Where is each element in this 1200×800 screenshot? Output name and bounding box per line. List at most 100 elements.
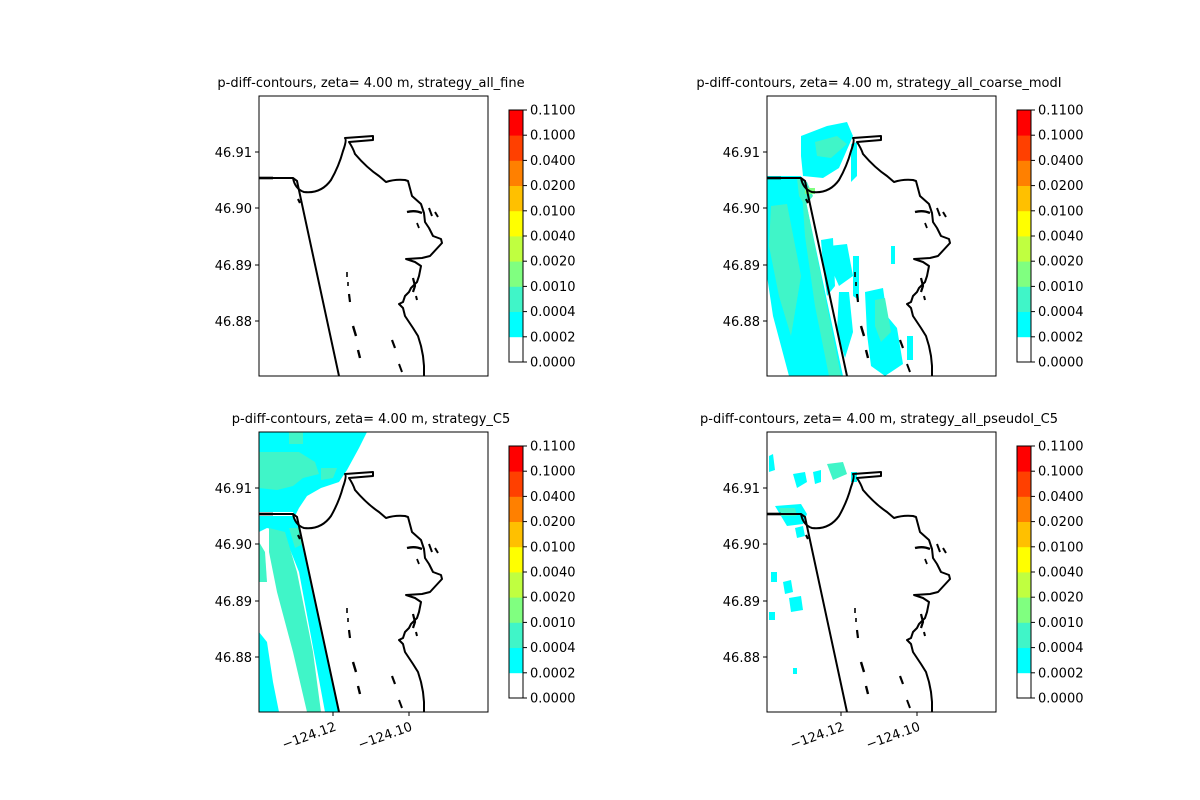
colorbar-segment [509, 110, 523, 136]
colorbar-tick-label: 0.0100 [1038, 540, 1084, 555]
colorbar-tick-label: 0.0400 [1038, 490, 1084, 505]
colorbar-segment [509, 160, 523, 186]
y-tick-label: 46.91 [723, 146, 760, 161]
subplot-title-3: p-diff-contours, zeta= 4.00 m, strategy_… [232, 412, 510, 427]
colorbar-tick-label: 0.1000 [1038, 465, 1084, 480]
colorbar-tick-label: 0.0200 [530, 179, 576, 194]
colorbar-tick-label: 0.0000 [530, 356, 576, 371]
x-tick-group-3: −124.12 −124.10 [280, 712, 414, 753]
y-tick-label: 46.90 [215, 538, 252, 553]
colorbar-segment [1017, 446, 1031, 472]
colorbar-segment [1017, 622, 1031, 648]
colorbar-segment [1017, 496, 1031, 522]
colorbar-segment [1017, 546, 1031, 573]
colorbar-segment [1017, 110, 1031, 136]
colorbar-tick-label: 0.0000 [1038, 692, 1084, 707]
y-tick-label: 46.89 [723, 595, 760, 610]
colorbar-segment [1017, 286, 1031, 312]
subplot-2: p-diff-contours, zeta= 4.00 m, strategy_… [696, 76, 1062, 378]
colorbar-tick-label: 0.0010 [530, 280, 576, 295]
plot-frame-3 [258, 431, 489, 713]
x-tick-label: −124.12 [788, 720, 846, 753]
coastline-1 [257, 134, 444, 378]
colorbar-tick-label: 0.0200 [1038, 515, 1084, 530]
colorbar-segment [1017, 135, 1031, 161]
colorbar-segment [509, 521, 523, 548]
colorbar-tick-label: 0.0200 [1038, 179, 1084, 194]
plot-frame-1 [258, 95, 489, 377]
colorbar-segment [1017, 185, 1031, 212]
y-tick-label: 46.89 [215, 595, 252, 610]
colorbar-segment [1017, 210, 1031, 237]
colorbar-tick-label: 0.1100 [530, 440, 576, 455]
subplot-1: p-diff-contours, zeta= 4.00 m, strategy_… [215, 76, 525, 378]
colorbar-tick-label: 0.0100 [530, 540, 576, 555]
colorbar-tick-label: 0.1000 [530, 465, 576, 480]
colorbar-segment [509, 210, 523, 237]
subplot-title-2: p-diff-contours, zeta= 4.00 m, strategy_… [696, 76, 1061, 91]
plot-frame-2 [766, 95, 997, 377]
colorbar-segment [1017, 471, 1031, 497]
y-tick-label: 46.91 [215, 146, 252, 161]
colorbar-segment [509, 135, 523, 161]
contour-fill-3 [259, 432, 367, 712]
colorbar-tick-label: 0.1100 [1038, 440, 1084, 455]
colorbar-segment [509, 286, 523, 312]
colorbar-segment [509, 471, 523, 497]
colorbar-segment [509, 446, 523, 472]
y-tick-label: 46.88 [215, 315, 252, 330]
colorbar-segment [1017, 672, 1031, 699]
colorbar-tick-label: 0.0020 [530, 255, 576, 270]
colorbar-tick-label: 0.0200 [530, 515, 576, 530]
colorbar-segment [509, 622, 523, 648]
colorbar-segment [1017, 160, 1031, 186]
colorbar-tick-label: 0.0040 [530, 230, 576, 245]
subplot-4: p-diff-contours, zeta= 4.00 m, strategy_… [700, 412, 1058, 753]
colorbar-segment [1017, 521, 1031, 548]
colorbar-tick-label: 0.0040 [1038, 566, 1084, 581]
colorbar-segment [1017, 261, 1031, 287]
colorbar-4: 0.0000 0.0002 0.0004 0.0010 0.0020 0.0040 0.01… [1016, 440, 1084, 707]
colorbar-tick-label: 0.1000 [1038, 129, 1084, 144]
colorbar-tick-label: 0.0002 [530, 666, 576, 681]
y-tick-group-2: 46.91 46.90 46.89 46.88 [723, 146, 767, 330]
colorbar-1: 0.0000 0.0002 0.0004 0.0010 0.0020 0.0040 0.01… [508, 104, 576, 371]
colorbar-tick-label: 0.0100 [1038, 204, 1084, 219]
colorbar-segment [1017, 572, 1031, 598]
colorbar-tick-label: 0.0040 [1038, 230, 1084, 245]
contour-fill-2 [767, 122, 913, 376]
colorbar-segment [1017, 597, 1031, 623]
colorbar-tick-label: 0.0020 [1038, 591, 1084, 606]
colorbar-segment [509, 647, 523, 674]
x-tick-label: −124.10 [356, 720, 414, 753]
colorbar-segment [1017, 236, 1031, 262]
x-tick-label: −124.10 [864, 720, 922, 753]
y-tick-group-1: 46.91 46.90 46.89 46.88 [215, 146, 259, 330]
y-tick-label: 46.88 [723, 651, 760, 666]
colorbar-tick-label: 0.1000 [530, 129, 576, 144]
x-tick-group-4: −124.12 −124.10 [788, 712, 922, 753]
colorbar-tick-label: 0.0020 [1038, 255, 1084, 270]
colorbar-tick-label: 0.0010 [530, 616, 576, 631]
colorbar-tick-label: 0.0010 [1038, 616, 1084, 631]
colorbar-segment [509, 185, 523, 212]
colorbar-tick-label: 0.0004 [1038, 641, 1084, 656]
plot-frame-4 [766, 431, 997, 713]
subplot-3: p-diff-contours, zeta= 4.00 m, strategy_… [215, 412, 510, 753]
colorbar-tick-label: 0.0040 [530, 566, 576, 581]
colorbar-segment [509, 546, 523, 573]
y-tick-label: 46.88 [723, 315, 760, 330]
colorbar-segment [509, 311, 523, 338]
colorbar-tick-label: 0.0400 [530, 490, 576, 505]
colorbar-segment [1017, 336, 1031, 363]
colorbar-tick-label: 0.0010 [1038, 280, 1084, 295]
colorbar-tick-label: 0.0400 [530, 154, 576, 169]
colorbar-tick-label: 0.0000 [1038, 356, 1084, 371]
colorbar-segment [509, 236, 523, 262]
colorbar-segment [1017, 647, 1031, 674]
y-tick-label: 46.90 [723, 538, 760, 553]
colorbar-tick-label: 0.1100 [530, 104, 576, 119]
colorbar-segment [1017, 311, 1031, 338]
y-tick-label: 46.89 [215, 259, 252, 274]
y-tick-label: 46.91 [723, 482, 760, 497]
